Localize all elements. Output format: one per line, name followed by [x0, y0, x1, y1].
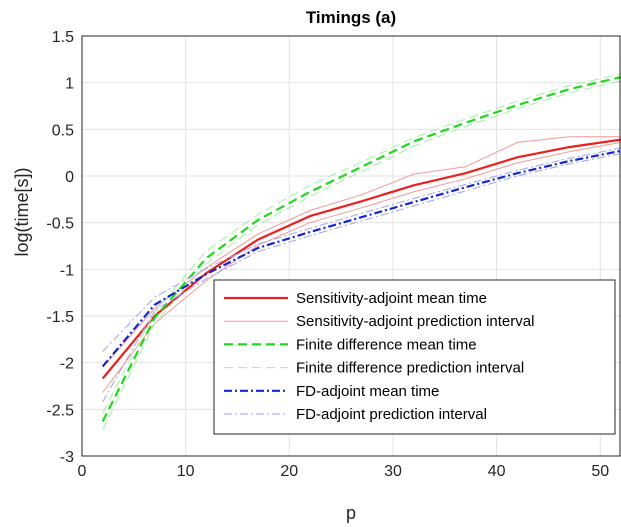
- x-tick-label: 20: [280, 463, 298, 480]
- series-0-line: [101, 138, 621, 380]
- legend-box: [213, 279, 616, 435]
- legend-label: Finite difference mean time: [296, 336, 477, 353]
- legend: Sensitivity-adjoint mean time Sensitivity…: [213, 279, 616, 435]
- y-tick-label: -1.5: [46, 309, 74, 326]
- tick-labels: 0 10 20 30 40 50 -3 -2.5 -2 -1.5 -1 -0.5 0 0.5 1 1.5: [46, 29, 609, 480]
- legend-label: Sensitivity-adjoint mean time: [296, 290, 487, 307]
- chart-title: Timings (a): [306, 8, 396, 27]
- legend-label: FD-adjoint mean time: [296, 383, 439, 400]
- y-tick-label: 0: [65, 169, 74, 186]
- series-5-lower-line: [102, 153, 621, 403]
- y-tick-label: 1: [65, 76, 74, 93]
- x-tick-label: 10: [177, 463, 195, 480]
- x-tick-label: 40: [488, 463, 506, 480]
- series-4-line: [101, 149, 621, 368]
- legend-label: Finite difference prediction interval: [296, 360, 524, 377]
- axes-box: [81, 35, 621, 457]
- x-tick-label: 30: [384, 463, 402, 480]
- x-axis-label: p: [346, 503, 356, 523]
- y-tick-label: -0.5: [46, 216, 74, 233]
- y-axis-label: log(time[s]): [12, 167, 32, 256]
- series-3-lower-line: [102, 80, 621, 431]
- legend-label: FD-adjoint prediction interval: [296, 406, 487, 423]
- series-5-upper-line: [102, 147, 621, 352]
- series-1-upper-line: [102, 136, 621, 368]
- x-tick-label: 0: [78, 463, 87, 480]
- y-tick-label: 0.5: [52, 122, 74, 139]
- y-tick-label: -2.5: [46, 402, 74, 419]
- series-lines: [101, 73, 621, 431]
- y-tick-label: -1: [60, 262, 74, 279]
- y-tick-label: -3: [60, 449, 74, 466]
- y-tick-label: -2: [60, 356, 74, 373]
- series-1-lower-line: [102, 141, 621, 393]
- y-tick-label: 1.5: [52, 29, 74, 46]
- x-tick-label: 50: [591, 463, 609, 480]
- legend-label: Sensitivity-adjoint prediction interval: [296, 313, 534, 330]
